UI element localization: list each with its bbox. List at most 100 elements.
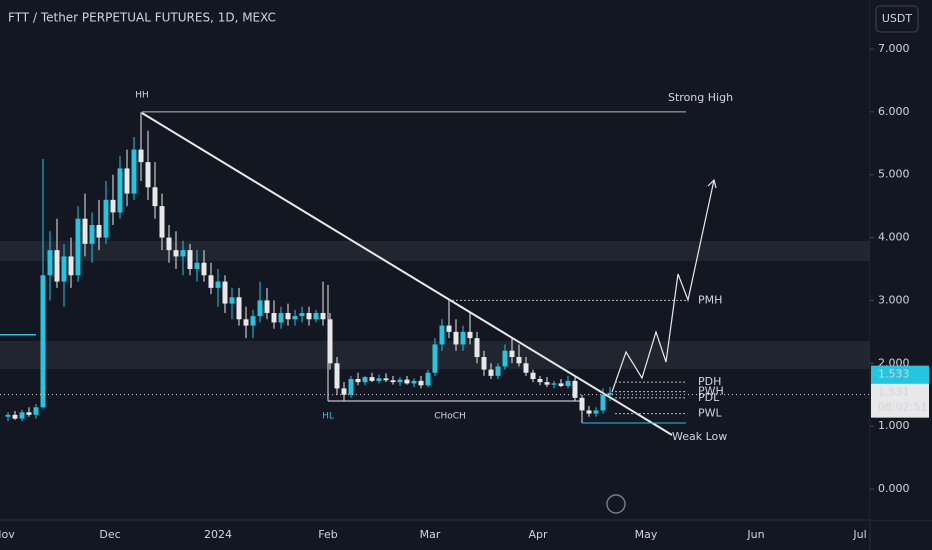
candle-body — [565, 380, 571, 386]
arrowhead — [707, 178, 717, 189]
level-label: PWL — [698, 407, 723, 420]
candle-body — [19, 412, 25, 419]
y-tick-label: 0.000 — [878, 482, 910, 495]
candle-body — [110, 199, 116, 213]
candle-body — [481, 357, 487, 370]
candle-body — [341, 388, 347, 395]
candle-body — [194, 262, 200, 269]
candle-body — [222, 281, 228, 304]
candle-body — [600, 394, 606, 411]
candle-body — [257, 300, 263, 317]
x-tick-label: Dec — [99, 528, 120, 541]
candle-body — [551, 383, 557, 385]
candle-body — [243, 319, 249, 326]
candle-body — [82, 218, 88, 244]
level-label: PDH — [698, 375, 721, 388]
price-box-countdown: 08:02:51 — [878, 401, 927, 414]
candle-body — [117, 168, 123, 213]
candle-body — [348, 379, 354, 395]
price-box — [871, 383, 929, 418]
candles — [5, 111, 613, 423]
candle-body — [376, 378, 382, 381]
candle-body — [271, 313, 277, 323]
candle-body — [411, 380, 417, 384]
candle-body — [292, 316, 298, 320]
candle-body — [285, 313, 291, 320]
candle-body — [488, 369, 494, 376]
candle-body — [355, 379, 361, 383]
currency[interactable]: USDT — [882, 12, 913, 25]
candle-body — [439, 325, 445, 345]
candle-body — [320, 313, 326, 320]
x-tick-label: Nov — [0, 528, 15, 541]
candle-body — [523, 363, 529, 373]
candle-body — [404, 379, 410, 384]
last-price-label: 1.533 — [878, 368, 910, 381]
level-label: PMH — [698, 293, 722, 306]
chart-title: FTT / Tether PERPETUAL FUTURES, 1D, MEXC — [8, 11, 276, 25]
candle-body — [383, 378, 389, 381]
candle-body — [264, 300, 270, 313]
candle-body — [5, 414, 11, 417]
candle-body — [516, 357, 522, 364]
candle-body — [75, 218, 81, 276]
candle-body — [278, 313, 284, 323]
x-tick-label: Feb — [318, 528, 337, 541]
candle-body — [369, 377, 375, 381]
candle-body — [201, 262, 207, 276]
trendline — [141, 112, 673, 436]
candle-body — [180, 250, 186, 257]
x-tick-label: Apr — [528, 528, 548, 541]
candle-body — [299, 313, 305, 317]
y-tick-label: 5.000 — [878, 168, 910, 181]
candle-body — [131, 149, 137, 194]
level-label: Weak Low — [672, 430, 727, 443]
candle-body — [544, 382, 550, 385]
candle-body — [362, 377, 368, 383]
candle-body — [593, 410, 599, 414]
level-label: Strong High — [668, 91, 733, 104]
candle-body — [61, 256, 67, 282]
candle-body — [47, 250, 53, 276]
candle-body — [467, 331, 473, 339]
candle-body — [208, 275, 214, 288]
candle-body — [502, 350, 508, 367]
candle-body — [138, 149, 144, 163]
candle-body — [159, 206, 165, 238]
x-tick-label: Jul — [852, 528, 866, 541]
candle-body — [397, 379, 403, 383]
candle-body — [390, 380, 396, 383]
candle-body — [40, 275, 46, 408]
candle-body — [474, 338, 480, 357]
candle-body — [145, 162, 151, 188]
candle-body — [26, 412, 32, 415]
icon[interactable] — [606, 494, 626, 514]
candle-body — [152, 187, 158, 207]
x-tick-label: Mar — [420, 528, 441, 541]
candle-body — [495, 366, 501, 376]
projection — [611, 179, 715, 393]
level-label: PDL — [698, 391, 720, 404]
candle-body — [33, 407, 39, 415]
candle-body — [68, 256, 74, 276]
candle-body — [306, 313, 312, 320]
price-axis — [870, 0, 932, 520]
candle-body — [586, 410, 592, 414]
candle-body — [313, 313, 319, 320]
candle-body — [418, 380, 424, 386]
candle-body — [96, 225, 102, 238]
candle-body — [579, 397, 585, 411]
currency-button[interactable] — [875, 5, 919, 33]
annotation: CHoCH — [434, 412, 466, 422]
candle-body — [187, 250, 193, 269]
candle-body — [54, 250, 60, 282]
box-edge — [0, 334, 36, 336]
annotation: HH — [135, 91, 149, 101]
candle-body — [173, 250, 179, 257]
candle-body — [425, 372, 431, 386]
zone — [0, 241, 870, 261]
candle-body — [453, 331, 459, 345]
y-tick-label: 7.000 — [878, 42, 910, 55]
